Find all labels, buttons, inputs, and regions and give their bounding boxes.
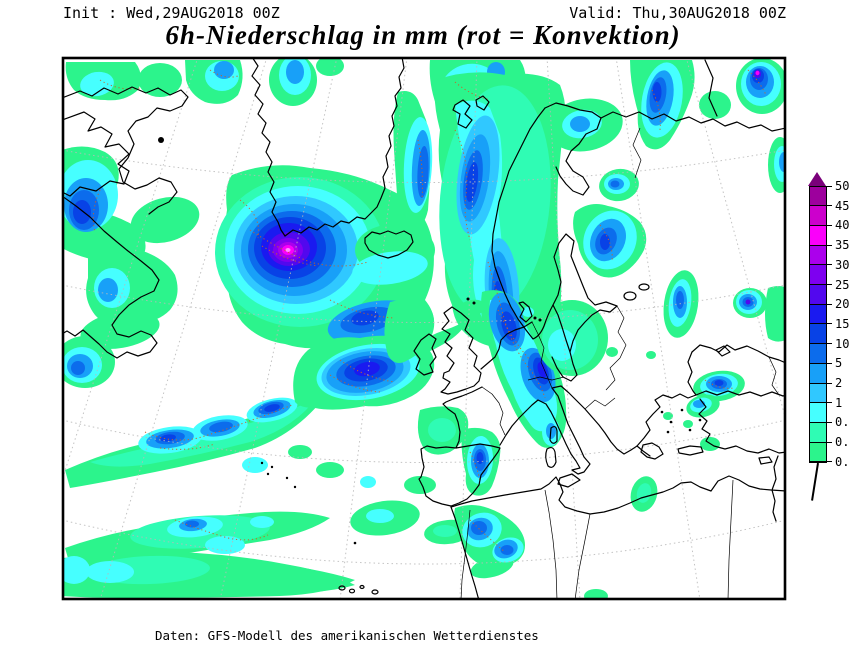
colorbar-label: 50	[835, 179, 850, 193]
colorbar-label: 1	[835, 395, 843, 410]
colorbar-tick	[809, 382, 832, 384]
graticule	[63, 58, 785, 599]
colorbar-label: 5	[835, 356, 843, 371]
colorbar-tick	[809, 461, 832, 463]
colorbar-segment	[810, 382, 826, 403]
colorbar-tick	[809, 402, 832, 404]
colorbar-segment	[810, 343, 826, 364]
colorbar-segment	[810, 323, 826, 344]
colorbar-tick	[809, 323, 832, 325]
colorbar-tick	[809, 224, 832, 226]
init-time-label: Init : Wed,29AUG2018 00Z	[63, 4, 280, 22]
attribution: Daten: GFS-Modell des amerikanischen Wet…	[155, 601, 539, 657]
colorbar-label: 25	[835, 277, 850, 292]
colorbar-label: 0.5	[835, 415, 850, 430]
colorbar-tick	[809, 362, 832, 364]
colorbar-label: 2	[835, 376, 843, 390]
colorbar-label: 0.2	[835, 435, 850, 450]
colorbar: 50 45 40 35 30 25 20 15 10 5 2 1 0.5 0.2 0.1	[808, 172, 850, 522]
colorbar-segment	[810, 363, 826, 383]
colorbar-segment	[810, 264, 826, 285]
coastlines	[63, 58, 785, 599]
colorbar-tick	[809, 343, 832, 345]
colorbar-segment	[810, 422, 826, 442]
colorbar-tick	[809, 284, 832, 285]
colorbar-label: 40	[835, 218, 850, 233]
map-frame	[61, 56, 787, 601]
colorbar-tick	[809, 441, 832, 443]
colorbar-segment	[810, 225, 826, 246]
colorbar-segment	[810, 284, 826, 305]
colorbar-segment	[810, 441, 826, 462]
colorbar-label: 35	[835, 238, 850, 253]
colorbar-tick	[809, 303, 832, 305]
colorbar-segments	[809, 186, 827, 463]
header-row: Init : Wed,29AUG2018 00Z Valid: Thu,30AU…	[63, 4, 786, 22]
colorbar-label: 0.1	[835, 454, 850, 469]
colorbar-tick	[809, 185, 832, 187]
colorbar-label: 20	[835, 297, 850, 312]
colorbar-segment	[810, 186, 826, 206]
colorbar-overflow-arrow	[808, 172, 826, 186]
colorbar-segment	[810, 402, 826, 423]
colorbar-segment	[810, 304, 826, 324]
map-title: 6h-Niederschlag in mm (rot = Konvektion)	[165, 20, 681, 50]
colorbar-tail	[811, 462, 819, 501]
colorbar-tick	[809, 421, 832, 423]
colorbar-label: 45	[835, 198, 850, 213]
colorbar-tick	[809, 244, 832, 246]
colorbar-label: 30	[835, 257, 850, 272]
colorbar-label: 10	[835, 336, 850, 351]
colorbar-segment	[810, 245, 826, 265]
colorbar-label: 15	[835, 316, 850, 331]
convection-dots	[92, 69, 767, 553]
precipitation-layers	[63, 58, 785, 599]
colorbar-tick	[809, 264, 832, 266]
colorbar-segment	[810, 205, 826, 226]
attribution-line-data: Daten: GFS-Modell des amerikanischen Wet…	[155, 628, 539, 643]
colorbar-tick	[809, 205, 832, 207]
valid-time-label: Valid: Thu,30AUG2018 00Z	[569, 4, 786, 22]
